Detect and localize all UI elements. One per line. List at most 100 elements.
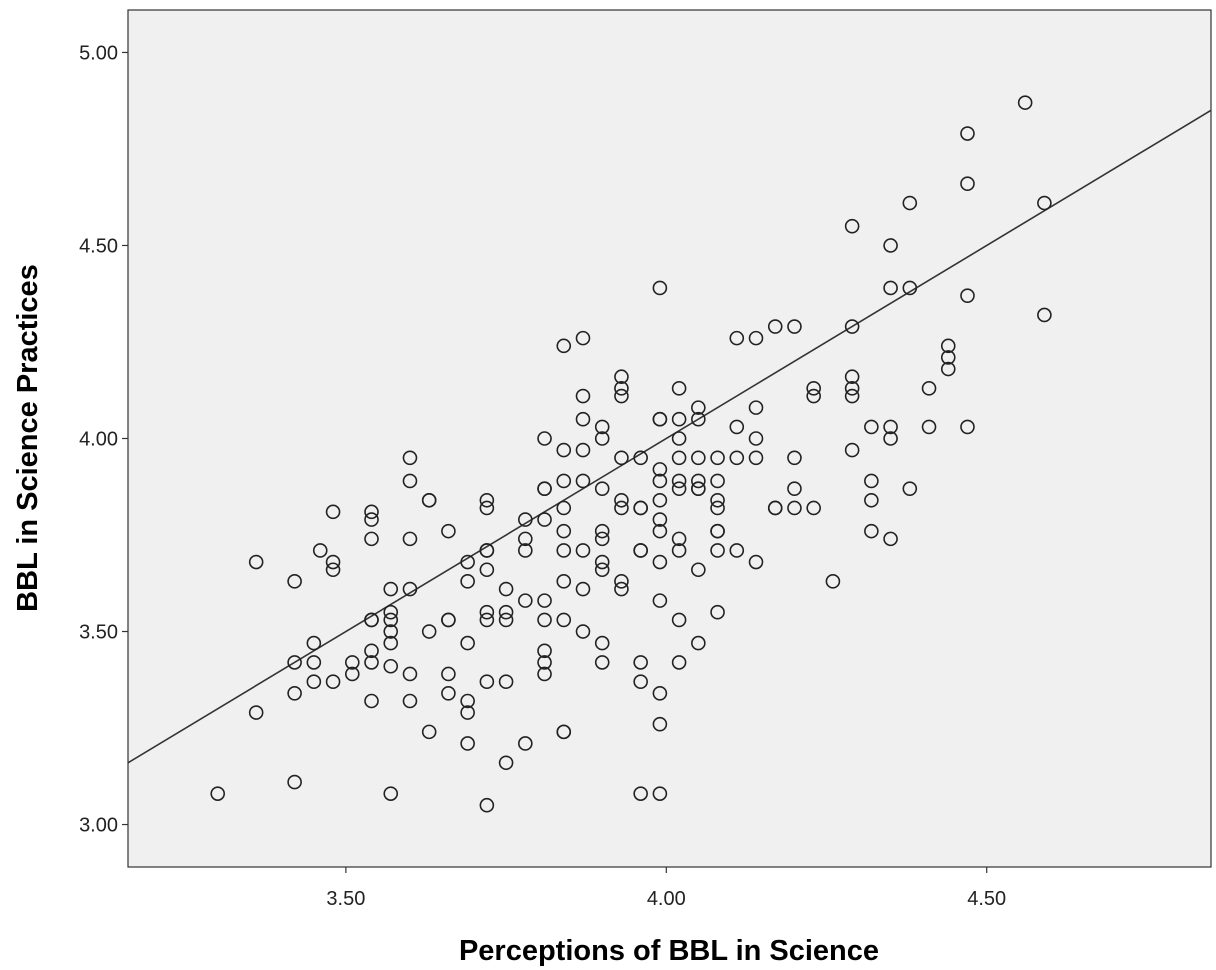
data-point [479,492,495,508]
y-tick-label: 3.00 [79,815,118,837]
data-point [556,473,572,489]
data-point [960,176,975,192]
data-point [614,388,629,404]
data-point [652,554,668,570]
data-point [710,543,725,558]
data-point [767,500,783,516]
data-point [902,481,918,496]
data-point [883,431,898,446]
data-point [633,543,648,558]
data-point [594,531,610,547]
data-point [344,666,360,682]
data-point [575,624,591,639]
data-point [710,450,725,466]
data-point [594,635,610,651]
data-point [921,381,937,396]
data-point [633,786,648,801]
data-point [883,280,898,296]
data-point [710,473,725,489]
data-point [421,724,437,740]
data-point [691,635,706,651]
data-point [479,674,495,690]
x-tick-label: 3.50 [326,888,365,910]
data-point [652,593,668,608]
data-point [421,624,437,639]
y-tick-label: 3.50 [79,622,118,644]
data-point [364,693,379,709]
data-point [614,381,629,396]
data-point [518,543,533,558]
data-point [671,431,687,446]
data-point [421,492,437,508]
data-point [518,512,533,527]
data-point [498,581,514,597]
data-point [710,492,725,508]
y-axis-title: BBL in Science Practices [12,264,44,612]
data-point [633,450,648,466]
y-tick-label: 5.00 [79,42,118,64]
data-point [594,523,610,539]
data-point [940,338,956,354]
data-point [460,574,475,589]
data-point [364,612,379,628]
data-point [633,674,648,690]
data-point [691,562,706,578]
y-axis: 3.00 3.50 4.00 4.50 5.00 [79,42,128,837]
data-point [806,388,821,404]
data-point [748,554,764,570]
data-point [287,774,302,790]
data-point [537,593,552,608]
data-point [441,523,456,539]
data-point [652,512,668,527]
data-point [556,442,572,458]
data-point [864,473,879,489]
data-point [364,531,379,547]
data-point [614,450,629,466]
y-tick-label: 4.50 [79,235,118,257]
data-point [729,450,745,466]
data-point [787,481,802,496]
data-point [210,786,226,801]
data-point [748,431,764,446]
data-point [402,693,418,709]
x-axis: 3.50 4.00 4.50 [326,867,1006,910]
data-point [248,554,264,570]
data-point [344,655,360,670]
data-point [614,369,629,385]
data-point [556,543,572,558]
data-point [537,481,552,496]
data-point [729,543,745,558]
data-point [614,581,629,597]
data-point [402,531,418,547]
data-point [844,369,860,385]
data-point [325,562,341,578]
data-point [306,635,322,651]
data-point [652,685,668,701]
data-point [287,655,302,670]
data-point [383,635,399,651]
data-point [1037,195,1052,211]
data-point [402,581,418,597]
data-point [729,330,745,346]
data-point [652,492,668,508]
data-point [518,736,533,751]
data-point [748,330,764,346]
data-point [671,481,687,496]
data-point [287,685,302,701]
data-point [402,450,418,466]
data-point [575,330,591,346]
data-point [806,500,821,516]
data-point [614,492,629,508]
data-point [594,554,610,570]
data-point [1017,95,1033,110]
data-point [652,280,668,296]
data-point [287,574,302,589]
data-point [479,500,495,516]
data-point [671,612,687,628]
data-point [479,797,495,813]
reference-line [127,109,1212,764]
data-point [960,419,975,435]
data-point [691,481,706,496]
data-point [671,473,687,489]
data-point [325,674,341,690]
